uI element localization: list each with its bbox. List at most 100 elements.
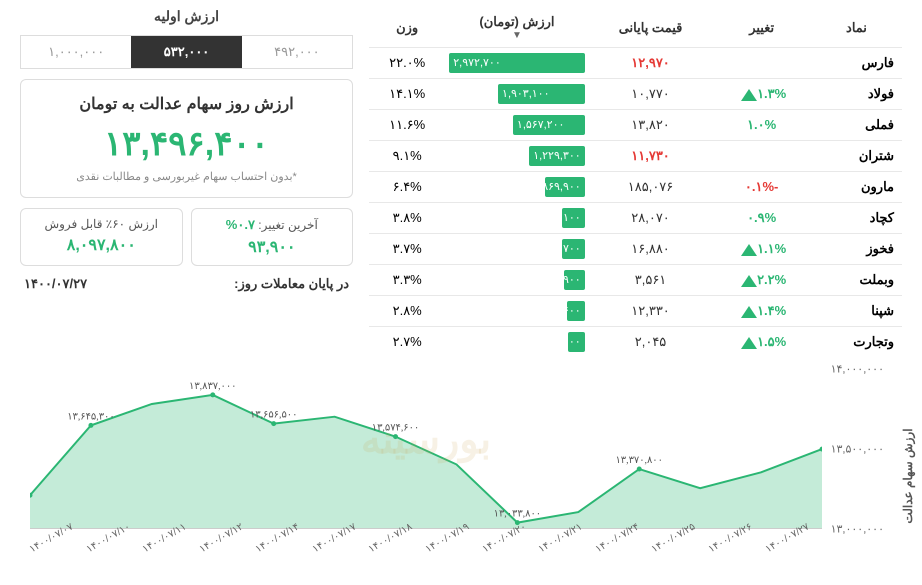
holdings-table-section: نماد تغییر قیمت پایانی ارزش (تومان)▼ وزن… bbox=[369, 8, 902, 357]
symbol-cell: فولاد bbox=[811, 79, 902, 110]
change-cell bbox=[712, 141, 811, 172]
value-cell: ۱,۵۶۷,۲۰۰ bbox=[445, 110, 588, 141]
triangle-up-icon bbox=[741, 244, 757, 256]
chart-point-label: ۱۳,۸۳۷,۰۰۰ bbox=[189, 381, 236, 392]
weight-cell: ۳.۳% bbox=[369, 265, 445, 296]
table-row[interactable]: مارون-۰.۱%۱۸۵,۰۷۶۸۶۹,۹۰۰۶.۴% bbox=[369, 172, 902, 203]
change-cell: ۲.۲% bbox=[712, 265, 811, 296]
closing-cell: ۲۸,۰۷۰ bbox=[589, 203, 713, 234]
closing-cell: ۱۳,۸۲۰ bbox=[589, 110, 713, 141]
closing-cell: ۱۰,۷۷۰ bbox=[589, 79, 713, 110]
end-day-label: در پایان معاملات روز: bbox=[234, 276, 349, 292]
weight-cell: ۱۴.۱% bbox=[369, 79, 445, 110]
weight-cell: ۹.۱% bbox=[369, 141, 445, 172]
closing-cell: ۲,۰۴۵ bbox=[589, 327, 713, 358]
weight-cell: ۳.۷% bbox=[369, 234, 445, 265]
sellable-value: ۸,۰۹۷,۸۰۰ bbox=[29, 235, 174, 255]
triangle-up-icon bbox=[741, 337, 757, 349]
col-closing[interactable]: قیمت پایانی bbox=[589, 8, 713, 48]
table-row[interactable]: فخوز۱.۱%۱۶,۸۸۰۵۰۴,۷۰۰۳.۷% bbox=[369, 234, 902, 265]
y-tick-label: ۱۳,۵۰۰,۰۰۰ bbox=[831, 443, 884, 456]
chart-point-label: ۱۳,۳۷۰,۸۰۰ bbox=[616, 455, 663, 466]
weight-cell: ۶.۴% bbox=[369, 172, 445, 203]
col-value[interactable]: ارزش (تومان)▼ bbox=[445, 8, 588, 48]
value-cell: ۱,۲۲۹,۳۰۰ bbox=[445, 141, 588, 172]
change-cell: ۱.۳% bbox=[712, 79, 811, 110]
chart-point-label: ۱۳,۶۵۶,۵۰۰ bbox=[250, 410, 297, 421]
symbol-cell: وتجارت bbox=[811, 327, 902, 358]
chart-point-label: ۱۳,۶۴۵,۳۰۰ bbox=[67, 411, 114, 422]
closing-cell: ۱۲,۹۷۰ bbox=[589, 48, 713, 79]
closing-cell: ۱۲,۳۳۰ bbox=[589, 296, 713, 327]
change-cell: ۱.۴% bbox=[712, 296, 811, 327]
table-row[interactable]: شتران ۱۱,۷۳۰۱,۲۲۹,۳۰۰۹.۱% bbox=[369, 141, 902, 172]
initial-value-tab[interactable]: ۴۹۲,۰۰۰ bbox=[242, 36, 352, 68]
triangle-up-icon bbox=[741, 275, 757, 287]
history-chart: ارزش سهام عدالت ۱۴,۰۰۰,۰۰۰۱۳,۵۰۰,۰۰۰۱۳,۰… bbox=[20, 369, 902, 569]
initial-value-label: ارزش اولیه bbox=[20, 8, 353, 25]
symbol-cell: شتران bbox=[811, 141, 902, 172]
sellable-label: ارزش ۶۰٪ قابل فروش bbox=[29, 217, 174, 231]
change-cell: ۰.۹% bbox=[712, 203, 811, 234]
symbol-cell: فخوز bbox=[811, 234, 902, 265]
change-cell: ۱.۰% bbox=[712, 110, 811, 141]
value-cell: ۲,۹۷۲,۷۰۰ bbox=[445, 48, 588, 79]
triangle-up-icon bbox=[741, 306, 757, 318]
closing-cell: ۱۸۵,۰۷۶ bbox=[589, 172, 713, 203]
initial-value-tab[interactable]: ۱,۰۰۰,۰۰۰ bbox=[21, 36, 131, 68]
symbol-cell: کچاد bbox=[811, 203, 902, 234]
initial-value-tabs: ۴۹۲,۰۰۰۵۳۲,۰۰۰۱,۰۰۰,۰۰۰ bbox=[20, 35, 353, 69]
sort-desc-icon: ▼ bbox=[449, 30, 584, 41]
col-change[interactable]: تغییر bbox=[712, 8, 811, 48]
value-cell: ۳۶۵,۶۰۰ bbox=[445, 327, 588, 358]
value-cell: ۵۰۴,۷۰۰ bbox=[445, 234, 588, 265]
value-cell: ۴۴۰,۹۰۰ bbox=[445, 265, 588, 296]
daily-value-card: ارزش روز سهام عدالت به تومان ۱۳,۴۹۶,۴۰۰ … bbox=[20, 79, 353, 198]
value-cell: ۳۷۳,۶۰۰ bbox=[445, 296, 588, 327]
closing-cell: ۱۶,۸۸۰ bbox=[589, 234, 713, 265]
last-change-card: آخرین تغییر: ۰.۷% ۹۳,۹۰۰ bbox=[191, 208, 354, 266]
change-cell: ۱.۱% bbox=[712, 234, 811, 265]
chart-point-label: ۱۳,۰۳۳,۸۰۰ bbox=[494, 509, 541, 520]
initial-value-tab[interactable]: ۵۳۲,۰۰۰ bbox=[131, 36, 241, 68]
table-row[interactable]: وبملت۲.۲%۳,۵۶۱۴۴۰,۹۰۰۳.۳% bbox=[369, 265, 902, 296]
value-note: *بدون احتساب سهام غیربورسی و مطالبات نقد… bbox=[35, 170, 338, 183]
weight-cell: ۲۲.۰% bbox=[369, 48, 445, 79]
value-cell: ۱,۹۰۳,۱۰۰ bbox=[445, 79, 588, 110]
closing-cell: ۱۱,۷۳۰ bbox=[589, 141, 713, 172]
y-axis-label: ارزش سهام عدالت bbox=[901, 428, 915, 523]
change-cell: -۰.۱% bbox=[712, 172, 811, 203]
weight-cell: ۲.۸% bbox=[369, 296, 445, 327]
change-cell: ۱.۵% bbox=[712, 327, 811, 358]
closing-cell: ۳,۵۶۱ bbox=[589, 265, 713, 296]
change-cell bbox=[712, 48, 811, 79]
table-row[interactable]: فارس ۱۲,۹۷۰۲,۹۷۲,۷۰۰۲۲.۰% bbox=[369, 48, 902, 79]
table-row[interactable]: فولاد۱.۳%۱۰,۷۷۰۱,۹۰۳,۱۰۰۱۴.۱% bbox=[369, 79, 902, 110]
table-row[interactable]: وتجارت۱.۵%۲,۰۴۵۳۶۵,۶۰۰۲.۷% bbox=[369, 327, 902, 358]
weight-cell: ۲.۷% bbox=[369, 327, 445, 358]
col-weight[interactable]: وزن bbox=[369, 8, 445, 48]
holdings-table: نماد تغییر قیمت پایانی ارزش (تومان)▼ وزن… bbox=[369, 8, 902, 357]
y-tick-label: ۱۳,۰۰۰,۰۰۰ bbox=[831, 523, 884, 536]
symbol-cell: فملی bbox=[811, 110, 902, 141]
value-title: ارزش روز سهام عدالت به تومان bbox=[35, 94, 338, 114]
weight-cell: ۳.۸% bbox=[369, 203, 445, 234]
table-header-row: نماد تغییر قیمت پایانی ارزش (تومان)▼ وزن bbox=[369, 8, 902, 48]
current-date: ۱۴۰۰/۰۷/۲۷ bbox=[24, 276, 87, 292]
table-row[interactable]: کچاد۰.۹%۲۸,۰۷۰۵۰۸,۱۰۰۳.۸% bbox=[369, 203, 902, 234]
big-value: ۱۳,۴۹۶,۴۰۰ bbox=[35, 124, 338, 164]
table-row[interactable]: فملی۱.۰%۱۳,۸۲۰۱,۵۶۷,۲۰۰۱۱.۶% bbox=[369, 110, 902, 141]
last-change-value: ۹۳,۹۰۰ bbox=[200, 237, 345, 257]
table-row[interactable]: شپنا۱.۴%۱۲,۳۳۰۳۷۳,۶۰۰۲.۸% bbox=[369, 296, 902, 327]
summary-panel: ارزش اولیه ۴۹۲,۰۰۰۵۳۲,۰۰۰۱,۰۰۰,۰۰۰ ارزش … bbox=[20, 8, 353, 357]
symbol-cell: شپنا bbox=[811, 296, 902, 327]
y-tick-label: ۱۴,۰۰۰,۰۰۰ bbox=[831, 363, 884, 376]
symbol-cell: فارس bbox=[811, 48, 902, 79]
value-cell: ۵۰۸,۱۰۰ bbox=[445, 203, 588, 234]
triangle-up-icon bbox=[741, 89, 757, 101]
symbol-cell: مارون bbox=[811, 172, 902, 203]
weight-cell: ۱۱.۶% bbox=[369, 110, 445, 141]
col-symbol[interactable]: نماد bbox=[811, 8, 902, 48]
value-cell: ۸۶۹,۹۰۰ bbox=[445, 172, 588, 203]
symbol-cell: وبملت bbox=[811, 265, 902, 296]
